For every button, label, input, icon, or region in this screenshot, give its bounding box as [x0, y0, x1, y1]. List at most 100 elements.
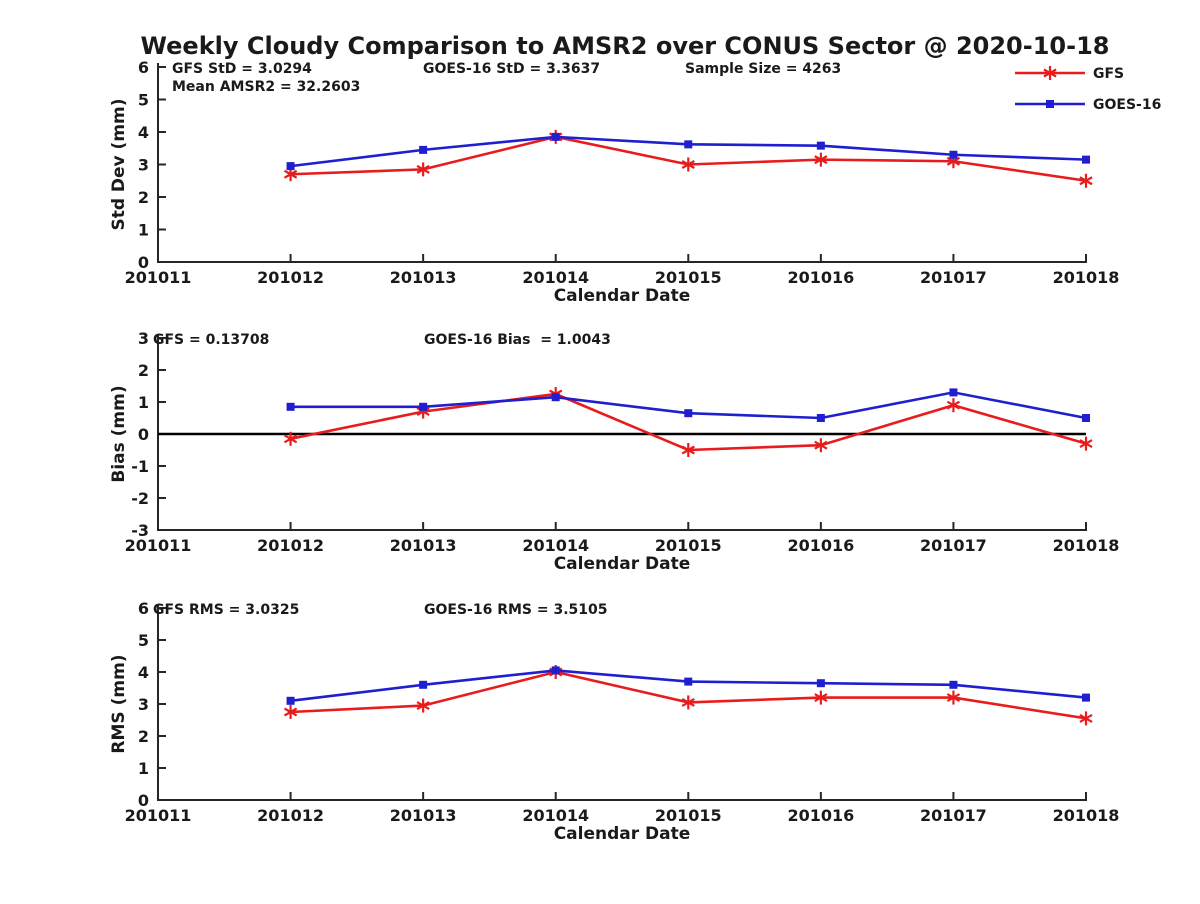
goes-16-marker: [816, 414, 825, 422]
chart-std-dev: 0 1 2 3 4 5 6 201011 201012 201013 201014 201015 201…: [109, 58, 1119, 306]
y-tick-label: 6: [138, 599, 149, 618]
annotation: GFS RMS = 3.0325: [153, 602, 299, 618]
x-tick-label: 201012: [257, 806, 324, 825]
goes-16-marker: [684, 140, 693, 149]
y-tick-label: 1: [138, 759, 149, 778]
y-tick-label: 1: [138, 221, 149, 240]
y-tick-label: 0: [138, 253, 149, 272]
y-tick-label: 2: [138, 188, 149, 207]
gfs-marker: [416, 162, 430, 177]
x-tick-label: 201017: [920, 806, 987, 825]
annotation: GOES-16 StD = 3.3637: [423, 61, 600, 77]
y-tick-label: -1: [131, 457, 149, 476]
legend: GFS GOES-16: [1015, 66, 1161, 113]
goes-16-marker: [286, 162, 295, 171]
y-tick-label: 0: [138, 791, 149, 810]
y-tick-label: 0: [138, 425, 149, 444]
x-tick-label: 201011: [125, 536, 192, 555]
x-tick-label: 201012: [257, 536, 324, 555]
annotation: GOES-16 RMS = 3.5105: [424, 602, 608, 618]
gfs-marker: [681, 443, 695, 457]
x-tick-label: 201011: [125, 268, 192, 287]
gfs-marker: [283, 705, 298, 719]
y-axis-title: Bias (mm): [109, 385, 129, 482]
legend-goes-16-label: GOES-16: [1093, 97, 1161, 113]
gfs-marker: [283, 431, 298, 446]
y-tick-label: 3: [138, 329, 149, 348]
x-axis-title: Calendar Date: [554, 824, 691, 844]
annotation: GFS = 0.13708: [153, 332, 269, 348]
gfs-marker: [1079, 173, 1093, 188]
gfs-marker: [416, 698, 430, 713]
goes-16-marker: [551, 132, 560, 141]
annotation: Mean AMSR2 = 32.2603: [172, 79, 360, 95]
y-tick-label: 4: [138, 663, 149, 682]
x-tick-label: 201014: [522, 806, 589, 825]
x-tick-label: 201018: [1053, 806, 1120, 825]
legend-gfs-marker: [1043, 66, 1057, 80]
x-tick-label: 201011: [125, 806, 192, 825]
x-tick-label: 201017: [920, 536, 987, 555]
x-tick-label: 201015: [655, 536, 722, 555]
goes-16-marker: [1082, 414, 1090, 422]
x-tick-label: 201015: [655, 806, 722, 825]
goes-16-marker: [684, 409, 693, 418]
x-tick-label: 201018: [1053, 536, 1120, 555]
y-tick-label: -2: [131, 489, 149, 508]
goes-16-marker: [1082, 155, 1090, 164]
y-axis-title: RMS (mm): [109, 654, 129, 753]
chart-rms: 0 1 2 3 4 5 6 201011 201012 201013 201014 201015 201…: [109, 599, 1119, 844]
x-tick-label: 201013: [390, 268, 457, 287]
gfs-line: [290, 392, 1087, 452]
x-axis-title: Calendar Date: [554, 554, 691, 574]
y-tick-label: 3: [138, 156, 149, 175]
goes-16-marker: [949, 388, 958, 397]
x-axis-title: Calendar Date: [554, 286, 691, 306]
x-tick-label: 201015: [655, 268, 722, 287]
annotation: Sample Size = 4263: [685, 61, 841, 77]
x-tick-label: 201016: [787, 536, 854, 555]
x-tick-label: 201014: [522, 536, 589, 555]
goes-16-marker: [286, 402, 295, 411]
gfs-marker: [681, 157, 695, 172]
x-tick-label: 201014: [522, 268, 589, 287]
legend-gfs-label: GFS: [1093, 66, 1124, 82]
x-tick-label: 201013: [390, 806, 457, 825]
chart-bias: -3 -2 -1 0 1 2 3 201011 201012 201013 201014 201015…: [109, 329, 1119, 574]
goes-16-marker: [551, 666, 560, 675]
goes-16-marker: [949, 150, 958, 159]
y-tick-label: 1: [138, 393, 149, 412]
annotation: GOES-16 Bias = 1.0043: [424, 332, 611, 348]
legend-goes-16-marker: [1046, 100, 1054, 108]
y-tick-label: 5: [138, 631, 149, 650]
gfs-marker: [814, 152, 828, 167]
goes-16-marker: [551, 393, 560, 402]
x-tick-label: 201016: [787, 268, 854, 287]
y-tick-label: 3: [138, 695, 149, 714]
x-tick-label: 201012: [257, 268, 324, 287]
goes-16-marker: [419, 680, 428, 689]
x-tick-label: 201013: [390, 536, 457, 555]
y-tick-label: 2: [138, 361, 149, 380]
y-tick-label: 2: [138, 727, 149, 746]
y-tick-label: -3: [131, 521, 149, 540]
gfs-marker: [1079, 711, 1093, 726]
x-tick-label: 201017: [920, 268, 987, 287]
gfs-marker: [1079, 436, 1093, 451]
goes-16-marker: [1082, 693, 1090, 702]
annotation: GFS StD = 3.0294: [172, 61, 312, 77]
goes-16-marker: [684, 677, 693, 686]
figure-title: Weekly Cloudy Comparison to AMSR2 over C…: [141, 32, 1110, 60]
x-tick-label: 201018: [1053, 268, 1120, 287]
goes-16-marker: [286, 696, 295, 705]
goes-16-marker: [816, 679, 825, 688]
gfs-marker: [681, 695, 695, 710]
goes-16-marker: [419, 145, 428, 154]
gfs-marker: [814, 690, 828, 705]
x-tick-label: 201016: [787, 806, 854, 825]
goes-16-marker: [419, 402, 428, 411]
gfs-marker: [946, 690, 961, 705]
gfs-marker: [946, 398, 961, 413]
